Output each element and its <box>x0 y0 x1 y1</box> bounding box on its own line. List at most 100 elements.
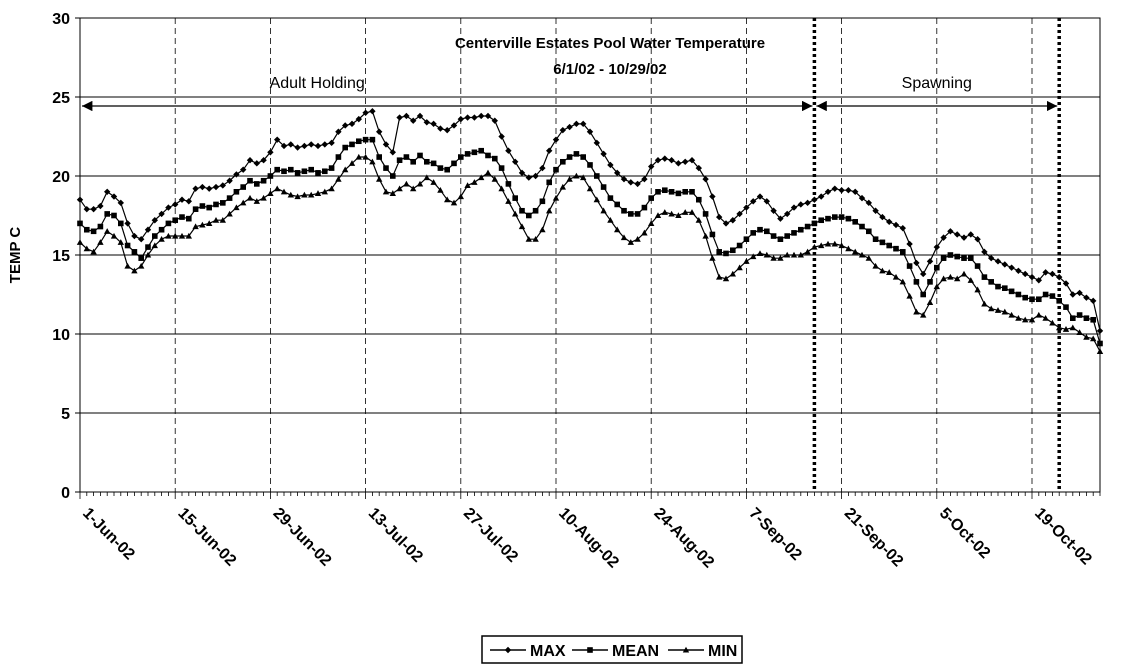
point <box>267 149 274 156</box>
point <box>879 239 886 246</box>
point <box>1022 294 1028 301</box>
point <box>927 279 933 285</box>
point <box>811 196 818 203</box>
point <box>491 117 498 124</box>
point <box>362 136 369 143</box>
point <box>967 231 974 238</box>
point <box>940 275 947 282</box>
point <box>872 236 879 242</box>
point <box>709 231 716 238</box>
point <box>804 199 811 207</box>
point <box>416 180 424 187</box>
point <box>961 255 967 261</box>
y-tick-label: 20 <box>52 169 70 186</box>
point <box>641 204 648 211</box>
point <box>960 270 968 277</box>
point <box>362 109 369 116</box>
point <box>314 142 322 150</box>
point <box>648 195 654 201</box>
point <box>97 202 104 210</box>
point <box>355 115 362 123</box>
point <box>1096 327 1104 335</box>
point <box>580 174 587 181</box>
point <box>934 264 940 271</box>
point <box>512 158 519 165</box>
point <box>165 204 172 211</box>
point <box>1083 333 1090 340</box>
series-points <box>76 108 1104 335</box>
point <box>512 195 518 201</box>
point <box>97 239 104 245</box>
point <box>280 142 288 150</box>
point <box>838 187 845 194</box>
point <box>240 184 246 190</box>
point <box>97 223 104 230</box>
point <box>688 209 696 215</box>
point <box>1015 267 1022 274</box>
point <box>682 158 689 165</box>
point <box>104 211 110 217</box>
plot-area <box>79 17 1101 493</box>
point <box>668 210 675 217</box>
point <box>1049 270 1056 278</box>
point <box>546 147 553 154</box>
point <box>226 195 233 201</box>
point <box>464 182 471 189</box>
point <box>614 201 620 208</box>
point <box>464 151 471 157</box>
point <box>634 236 641 242</box>
point <box>940 234 947 241</box>
point <box>484 169 492 176</box>
point <box>389 190 396 196</box>
point <box>485 152 491 159</box>
point <box>552 136 560 143</box>
point <box>1028 316 1036 323</box>
series-line <box>79 139 1101 344</box>
point <box>430 120 437 128</box>
point <box>185 232 192 239</box>
point <box>559 183 566 190</box>
point <box>593 196 600 203</box>
point <box>342 144 348 151</box>
point <box>260 177 267 184</box>
point <box>220 200 226 206</box>
point <box>1076 289 1083 297</box>
point <box>695 217 702 223</box>
point <box>709 193 716 200</box>
point <box>675 190 682 197</box>
point <box>355 153 362 160</box>
point <box>722 275 730 282</box>
point <box>84 226 90 233</box>
point <box>1083 294 1090 301</box>
point <box>1001 308 1008 315</box>
point <box>246 194 254 201</box>
point <box>1063 304 1069 310</box>
point <box>899 278 906 285</box>
point <box>138 262 145 269</box>
point <box>410 185 417 192</box>
point <box>144 226 152 233</box>
point <box>1035 311 1042 318</box>
point <box>315 170 321 176</box>
point <box>967 277 974 283</box>
point <box>403 180 410 187</box>
point <box>546 179 552 186</box>
point <box>974 236 981 243</box>
x-tick-label: 24-Aug-02 <box>650 505 717 572</box>
point <box>206 204 212 211</box>
point <box>580 154 586 160</box>
point <box>376 154 382 160</box>
point <box>811 243 818 250</box>
point <box>770 254 777 261</box>
point <box>396 114 403 121</box>
point <box>1008 264 1015 271</box>
point <box>695 164 702 172</box>
annotation-label: Spawning <box>902 75 972 92</box>
point <box>1042 291 1049 298</box>
legend-marker <box>504 646 512 654</box>
legend-marker <box>682 646 690 653</box>
point <box>974 263 981 269</box>
point <box>566 175 573 182</box>
point <box>790 251 798 258</box>
